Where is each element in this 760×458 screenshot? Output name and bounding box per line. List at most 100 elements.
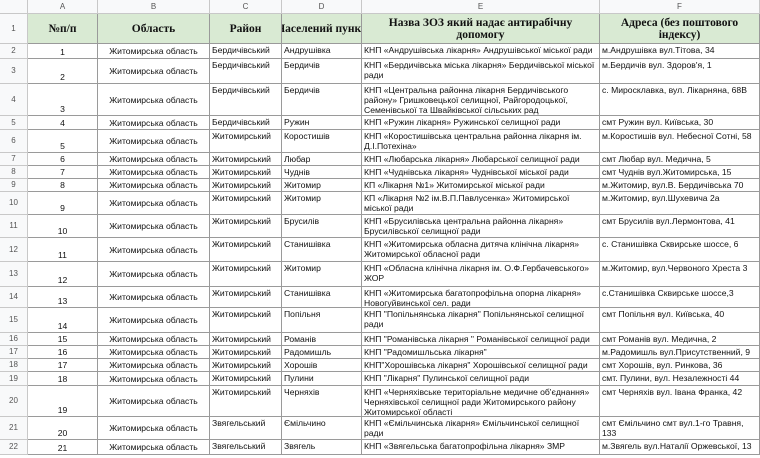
table-cell[interactable]: КНП «Андрушівська лікарня» Андрушівської… [362,44,600,59]
table-cell[interactable]: Коростишів [282,130,362,153]
table-cell[interactable]: Бердичівський [210,44,282,59]
table-cell[interactable]: Пулини [282,372,362,386]
table-cell[interactable]: 1 [28,44,98,59]
table-cell[interactable]: Станишівка [282,287,362,308]
table-cell[interactable]: Житомирський [210,262,282,287]
table-cell[interactable]: 9 [28,192,98,215]
table-cell[interactable]: 20 [28,417,98,440]
table-cell[interactable]: Бердичівський [210,84,282,116]
table-cell[interactable]: 2 [28,59,98,84]
table-cell[interactable]: КНП «Звягельська багатопрофільна лікарня… [362,440,600,455]
table-cell[interactable]: Романів [282,333,362,346]
table-cell[interactable]: Житомирська область [98,59,210,84]
table-cell[interactable]: Житомирська область [98,215,210,238]
table-cell[interactable]: Житомирський [210,153,282,166]
table-cell[interactable]: Житомирська область [98,333,210,346]
row-number[interactable]: 16 [0,333,28,346]
table-cell[interactable]: Житомирський [210,333,282,346]
row-number[interactable]: 5 [0,116,28,130]
table-cell[interactable]: КП «Лікарня №1» Житомирської міської рад… [362,179,600,192]
table-cell[interactable]: Житомирська область [98,386,210,417]
table-cell[interactable]: Житомирський [210,346,282,359]
row-number[interactable]: 6 [0,130,28,153]
table-cell[interactable]: Житомирський [210,386,282,417]
table-cell[interactable]: Житомирська область [98,44,210,59]
table-cell[interactable]: 6 [28,153,98,166]
row-number[interactable]: 18 [0,359,28,372]
table-cell[interactable]: Житомирська область [98,166,210,179]
table-cell[interactable]: КНП «Бердичівська міська лікарня» Бердич… [362,59,600,84]
table-cell[interactable]: м.Звягель вул.Наталії Оржевської, 13 [600,440,760,455]
row-number[interactable]: 1 [0,14,28,44]
table-cell[interactable]: Житомирська область [98,192,210,215]
table-cell[interactable]: Житомирський [210,130,282,153]
table-cell[interactable]: 11 [28,238,98,262]
table-cell[interactable]: 7 [28,166,98,179]
table-cell[interactable]: с. Станишівка Сквирське шоссе, 6 [600,238,760,262]
table-cell[interactable]: Житомирський [210,215,282,238]
table-cell[interactable]: КНП "Попільнянська лікарня" Попільнянськ… [362,308,600,333]
table-cell[interactable]: Житомирський [210,359,282,372]
table-cell[interactable]: КНП «Центральна районна лікарня Бердичів… [362,84,600,116]
table-cell[interactable]: с.Станишівка Сквирське шоссе,3 [600,287,760,308]
table-cell[interactable]: Андрушівка [282,44,362,59]
table-cell[interactable]: Любар [282,153,362,166]
table-cell[interactable]: 3 [28,84,98,116]
table-cell[interactable]: смт Романів вул. Медична, 2 [600,333,760,346]
table-cell[interactable]: КНП «Чуднівська лікарня» Чуднівської міс… [362,166,600,179]
table-cell[interactable]: с. Миросклавка, вул. Лікарняна, 68В [600,84,760,116]
table-cell[interactable]: Хорошів [282,359,362,372]
header-cell[interactable]: №п/п [28,14,98,44]
table-cell[interactable]: Житомирський [210,308,282,333]
table-cell[interactable]: смт Хорошів, вул. Ринкова, 36 [600,359,760,372]
table-cell[interactable]: 8 [28,179,98,192]
table-cell[interactable]: Житомирська область [98,308,210,333]
table-cell[interactable]: КНП «Брусилівська центральна районна лік… [362,215,600,238]
table-cell[interactable]: Бердичів [282,84,362,116]
row-number[interactable]: 15 [0,308,28,333]
table-cell[interactable]: 21 [28,440,98,455]
row-number[interactable]: 12 [0,238,28,262]
table-cell[interactable]: м.Бердичів вул. Здоров'я, 1 [600,59,760,84]
table-cell[interactable]: 14 [28,308,98,333]
table-cell[interactable]: смт Любар вул. Медична, 5 [600,153,760,166]
row-number[interactable]: 4 [0,84,28,116]
table-cell[interactable]: смт. Пулини, вул. Незалежності 44 [600,372,760,386]
table-cell[interactable]: Житомирська область [98,84,210,116]
header-cell[interactable]: Назва ЗОЗ який надає антирабічну допомог… [362,14,600,44]
table-cell[interactable]: КНП «Житомирська обласна дитяча клінічна… [362,238,600,262]
row-number[interactable]: 17 [0,346,28,359]
table-cell[interactable]: Бердичівський [210,59,282,84]
table-cell[interactable]: Бердичів [282,59,362,84]
table-cell[interactable]: Житомирська область [98,372,210,386]
row-number[interactable]: 21 [0,417,28,440]
table-cell[interactable]: Житомирська область [98,440,210,455]
table-cell[interactable]: КНП «Житомирська багатопрофільна опорна … [362,287,600,308]
column-letter[interactable]: D [282,0,362,14]
table-cell[interactable]: Житомирська область [98,417,210,440]
table-cell[interactable]: м.Житомир, вул.Шухевича 2а [600,192,760,215]
table-cell[interactable]: КНП "Романівська лікарня " Романівської … [362,333,600,346]
table-cell[interactable]: 12 [28,262,98,287]
header-cell[interactable]: Населений пункт [282,14,362,44]
table-cell[interactable]: Житомирська область [98,238,210,262]
row-number[interactable]: 13 [0,262,28,287]
table-cell[interactable]: Житомирська область [98,287,210,308]
row-number[interactable]: 11 [0,215,28,238]
row-number[interactable]: 14 [0,287,28,308]
column-letter[interactable]: F [600,0,760,14]
table-cell[interactable]: Брусилів [282,215,362,238]
table-cell[interactable]: КНП «Ємільчинська лікарня» Ємільчинської… [362,417,600,440]
table-cell[interactable]: КНП «Коростишівська центральна районна л… [362,130,600,153]
table-cell[interactable]: 18 [28,372,98,386]
table-cell[interactable]: 17 [28,359,98,372]
table-cell[interactable]: 5 [28,130,98,153]
table-cell[interactable]: КП «Лікарня №2 ім.В.П.Павлусенка» Житоми… [362,192,600,215]
table-cell[interactable]: Чуднів [282,166,362,179]
table-cell[interactable]: Житомирська область [98,153,210,166]
table-cell[interactable]: смт Брусилів вул.Лермонтова, 41 [600,215,760,238]
table-cell[interactable]: КНП «Черняхівське територіальне медичне … [362,386,600,417]
table-cell[interactable]: Житомирська область [98,116,210,130]
table-cell[interactable]: 13 [28,287,98,308]
header-cell[interactable]: Район [210,14,282,44]
